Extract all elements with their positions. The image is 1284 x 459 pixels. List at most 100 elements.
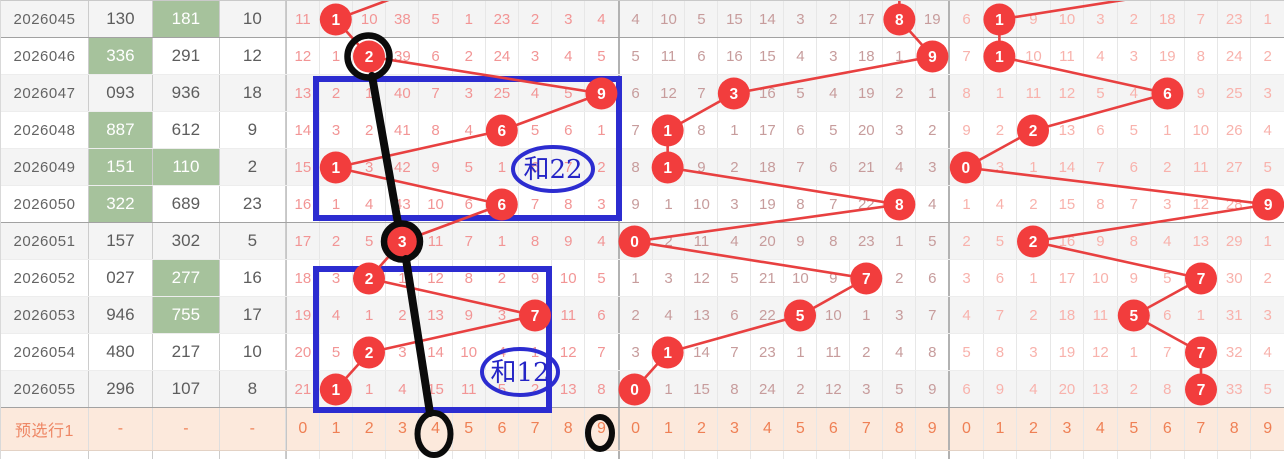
- preselect-digit[interactable]: 2: [685, 408, 719, 450]
- miss-cell: 1: [353, 371, 387, 407]
- preselect-digit[interactable]: 0: [287, 408, 320, 450]
- empty-cell: [486, 451, 519, 459]
- miss-cell: 9: [984, 371, 1018, 407]
- hit-cell: 2: [1017, 223, 1051, 259]
- miss-cell: 8: [817, 223, 851, 259]
- hit-cell: 7: [1185, 371, 1219, 407]
- preselect-digit[interactable]: 7: [850, 408, 884, 450]
- miss-cell: 8: [950, 75, 984, 111]
- preselect-digit[interactable]: 1: [320, 408, 354, 450]
- miss-cell: 8: [1185, 38, 1219, 74]
- miss-cell: 14: [1051, 149, 1085, 185]
- miss-cell: 11: [419, 223, 453, 259]
- test-number-cell: 946: [89, 297, 153, 333]
- miss-cell: 2: [1017, 297, 1051, 333]
- miss-cell: 1: [519, 334, 553, 370]
- miss-cell: 20: [1051, 371, 1085, 407]
- preselect-digit[interactable]: 8: [1218, 408, 1252, 450]
- miss-cell: 1: [1185, 297, 1219, 333]
- preselect-digit[interactable]: 6: [486, 408, 519, 450]
- miss-cell: 8: [1151, 371, 1185, 407]
- miss-cell: 17: [287, 223, 320, 259]
- miss-cell: 3: [453, 75, 486, 111]
- preselect-digit[interactable]: 6: [817, 408, 851, 450]
- miss-cell: 4: [453, 112, 486, 148]
- period-cell: 2026051: [1, 223, 89, 259]
- miss-cell: 23: [751, 334, 785, 370]
- test-number-cell: 296: [89, 371, 153, 407]
- miss-cell: 3: [718, 186, 752, 222]
- empty-cell: [353, 451, 387, 459]
- miss-cell: 14: [685, 334, 719, 370]
- preselect-digit[interactable]: 8: [552, 408, 586, 450]
- hit-cell: 2: [353, 260, 387, 296]
- miss-cell: 2: [850, 334, 884, 370]
- table-row: 2026048887612914324184656171811765203292…: [1, 112, 1284, 149]
- miss-cell: 7: [1084, 149, 1118, 185]
- empty-cell: [419, 451, 453, 459]
- preselect-digit[interactable]: 1: [984, 408, 1018, 450]
- miss-cell: 10: [353, 1, 387, 37]
- miss-cell: 9: [453, 297, 486, 333]
- preselect-digit[interactable]: 4: [419, 408, 453, 450]
- preselect-digit[interactable]: 5: [1118, 408, 1152, 450]
- miss-cell: 30: [1218, 260, 1252, 296]
- miss-cell: 12: [419, 260, 453, 296]
- miss-cell: 20: [751, 223, 785, 259]
- miss-cell: 2: [817, 1, 851, 37]
- sum-cell: 16: [220, 260, 286, 296]
- empty-cell: [653, 451, 686, 459]
- digit-grid-section-2: 9110319872284: [617, 186, 949, 222]
- preselect-digit[interactable]: 3: [386, 408, 420, 450]
- preselect-digit[interactable]: 9: [1263, 420, 1273, 437]
- miss-cell: 12: [287, 38, 320, 74]
- preselect-digit[interactable]: 5: [784, 408, 818, 450]
- miss-cell: 1: [320, 186, 354, 222]
- preselect-digit[interactable]: 1: [653, 408, 686, 450]
- miss-cell: 14: [287, 112, 320, 148]
- preselect-digit[interactable]: 6: [1151, 408, 1185, 450]
- miss-cell: 26: [1218, 112, 1252, 148]
- preselect-digit[interactable]: 8: [883, 408, 917, 450]
- preselect-digit[interactable]: 7: [1185, 408, 1219, 450]
- miss-cell: 19: [751, 186, 785, 222]
- preselect-digit[interactable]: 4: [1084, 408, 1118, 450]
- preselect-digit[interactable]: 9: [927, 420, 937, 437]
- miss-cell: 10: [653, 1, 686, 37]
- preselect-digit[interactable]: 3: [1051, 408, 1085, 450]
- table-row: 2026045130181101111038512323441051514321…: [1, 1, 1284, 38]
- hit-cell: 1: [984, 38, 1018, 74]
- table-row: 2026049151110215134295167281921876214303…: [1, 149, 1284, 186]
- miss-cell: 3: [1118, 38, 1152, 74]
- digit-grid-section-3: 8111125469253: [948, 75, 1284, 111]
- preselect-digit[interactable]: 3: [718, 408, 752, 450]
- preselect-digit[interactable]: 5: [453, 408, 486, 450]
- miss-cell: 4: [1118, 75, 1152, 111]
- miss-cell: 6: [784, 112, 818, 148]
- miss-cell: 7: [1185, 1, 1219, 37]
- hit-cell: 0: [620, 371, 653, 407]
- preselect-digit[interactable]: 4: [751, 408, 785, 450]
- preselect-digit[interactable]: 7: [519, 408, 553, 450]
- hit-cell: 9: [585, 75, 617, 111]
- preselect-digit[interactable]: 0: [950, 408, 984, 450]
- digit-grid-section-2: 819218762143: [617, 149, 949, 185]
- preselect-digit[interactable]: 2: [353, 408, 387, 450]
- miss-cell: 4: [784, 38, 818, 74]
- preselect-digit[interactable]: 0: [620, 408, 653, 450]
- miss-cell: 22: [850, 186, 884, 222]
- miss-cell: 15: [1051, 186, 1085, 222]
- miss-cell: 23: [850, 223, 884, 259]
- miss-cell: 3: [486, 297, 519, 333]
- miss-cell: 9: [950, 112, 984, 148]
- miss-cell: 22: [751, 297, 785, 333]
- miss-cell: 11: [1185, 149, 1219, 185]
- miss-cell: 13: [685, 297, 719, 333]
- empty-cell: [620, 451, 653, 459]
- preselect-digit[interactable]: 2: [1017, 408, 1051, 450]
- miss-cell: 9: [928, 380, 937, 398]
- preselect-digit[interactable]: 9: [596, 420, 606, 437]
- miss-cell: 3: [519, 38, 553, 74]
